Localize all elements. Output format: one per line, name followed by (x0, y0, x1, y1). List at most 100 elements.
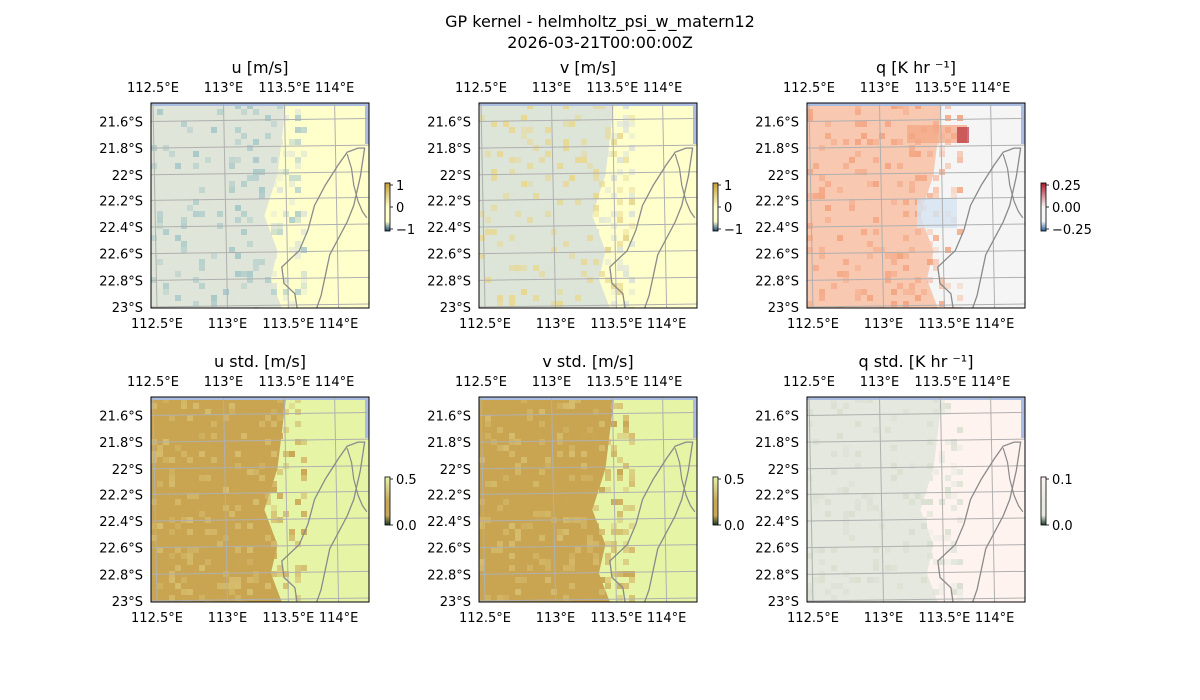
colorbar-tick-label: −1 (724, 223, 743, 238)
grid-meridian (480, 397, 486, 602)
grid-meridian (611, 397, 617, 602)
coastline (937, 441, 1022, 602)
grid-lines (807, 103, 1025, 308)
map-body (479, 103, 697, 308)
colorbar-tick-label: −1 (396, 223, 415, 238)
lat-tick: 21.6°S (99, 409, 143, 424)
lon-tick-bottom: 114°E (975, 317, 1015, 332)
grid-meridian (939, 397, 945, 602)
grid-parallel (807, 544, 1025, 549)
lat-tick: 21.6°S (427, 409, 471, 424)
lon-tick-bottom: 112.5°E (787, 317, 839, 332)
map-body (807, 103, 1025, 308)
lon-tick-top: 113°E (860, 375, 900, 390)
panel-title: u std. [m/s] (214, 352, 306, 371)
lat-tick: 22.6°S (99, 248, 143, 263)
figure-title: GP kernel - helmholtz_psi_w_matern12 (445, 12, 755, 31)
grid-parallel (151, 597, 369, 602)
lat-tick: 21.6°S (755, 115, 799, 130)
grid-parallel (807, 438, 1025, 443)
map-panel-3: q [K hr ⁻¹] 112.5°E 112.5°E 113°E 113°E 113.5… (755, 58, 1092, 332)
lat-tick: 23°S (440, 301, 471, 316)
grid-parallel (807, 411, 1025, 416)
lon-tick-top: 113.5°E (914, 375, 966, 390)
lat-tick: 22.8°S (99, 568, 143, 583)
coastline-island (1002, 448, 1024, 513)
grid-parallel (479, 144, 697, 149)
panel-title: v [m/s] (560, 58, 616, 77)
grid-meridian (223, 103, 229, 308)
lon-tick-bottom: 112.5°E (131, 317, 183, 332)
coastline-island (674, 448, 696, 513)
colorbar (384, 476, 391, 526)
lon-tick-bottom: 114°E (647, 317, 687, 332)
map-frame (150, 102, 370, 309)
colorbar-tick-label: 0.25 (1052, 179, 1081, 194)
lon-tick-bottom: 112.5°E (787, 611, 839, 626)
grid-parallel (151, 544, 369, 549)
colorbar (384, 182, 391, 232)
ocean-edge-top (479, 397, 697, 400)
ocean-edge-top (151, 397, 369, 400)
lat-tick: 23°S (768, 301, 799, 316)
grid-meridian (611, 103, 617, 308)
ocean-edge-right (1021, 397, 1025, 438)
grid-meridian (551, 397, 557, 602)
lon-tick-top: 113°E (204, 375, 244, 390)
lat-tick: 22°S (440, 169, 471, 184)
lon-tick-top: 114°E (643, 375, 683, 390)
grid-meridian (152, 103, 158, 308)
grid-meridian (808, 103, 814, 308)
grid-meridian (551, 103, 557, 308)
lon-tick-top: 113°E (532, 375, 572, 390)
colorbar-tick-label: 1 (396, 179, 404, 194)
grid-lines (151, 103, 369, 308)
lon-tick-bottom: 113.5°E (918, 611, 970, 626)
lon-tick-top: 113.5°E (586, 375, 638, 390)
lon-tick-top: 113.5°E (586, 81, 638, 96)
data-highlight (907, 125, 967, 143)
lon-tick-bottom: 114°E (319, 611, 359, 626)
ocean-edge-right (365, 397, 369, 438)
grid-lines (479, 397, 697, 602)
coastline (609, 441, 694, 602)
colorbar (712, 476, 719, 526)
coastline-island (346, 154, 368, 219)
lon-tick-bottom: 113.5°E (590, 611, 642, 626)
ocean-edge-top (807, 103, 1025, 106)
grid-parallel (479, 171, 697, 176)
figure-subtitle: 2026-03-21T00:00:00Z (507, 33, 693, 52)
grid-meridian (939, 103, 945, 308)
coastline-island (674, 154, 696, 219)
map-panel-2: v [m/s]112.5°E112.5°E113°E113°E113.5°E11… (427, 58, 743, 332)
grid-meridian (152, 397, 158, 602)
grid-parallel (151, 171, 369, 176)
lon-tick-bottom: 113.5°E (262, 611, 314, 626)
grid-lines (151, 397, 369, 602)
panel-title: q std. [K hr ⁻¹] (859, 352, 974, 371)
lat-tick: 22.8°S (427, 568, 471, 583)
lat-tick: 22°S (112, 463, 143, 478)
lon-tick-top: 113°E (204, 81, 244, 96)
lon-tick-bottom: 114°E (975, 611, 1015, 626)
lon-tick-bottom: 113°E (536, 611, 576, 626)
lon-tick-bottom: 114°E (319, 317, 359, 332)
panel-title: u [m/s] (231, 58, 288, 77)
panel-title: v std. [m/s] (542, 352, 633, 371)
lat-tick: 22.4°S (755, 221, 799, 236)
map-panel-6: q std. [K hr ⁻¹] 112.5°E 112.5°E 113°E 113°E… (755, 352, 1072, 626)
grid-parallel (479, 517, 697, 522)
colorbar-tick-label: 1 (724, 179, 732, 194)
lon-tick-top: 114°E (971, 375, 1011, 390)
figure-title-block: GP kernel - helmholtz_psi_w_matern12 202… (0, 11, 1200, 53)
lon-tick-top: 112.5°E (783, 375, 835, 390)
grid-parallel (807, 276, 1025, 281)
lon-tick-top: 112.5°E (455, 375, 507, 390)
lat-tick: 22.2°S (427, 488, 471, 503)
lat-tick: 22.4°S (755, 515, 799, 530)
lat-tick: 23°S (112, 595, 143, 610)
lat-tick: 22.4°S (99, 515, 143, 530)
lon-tick-top: 113°E (860, 81, 900, 96)
grid-parallel (479, 597, 697, 602)
lat-tick: 21.8°S (427, 142, 471, 157)
